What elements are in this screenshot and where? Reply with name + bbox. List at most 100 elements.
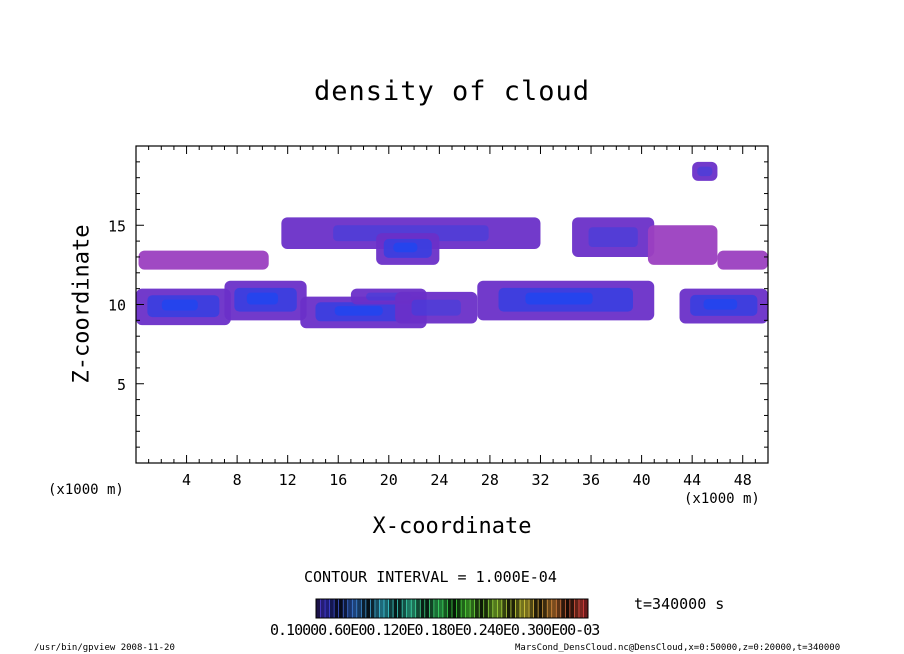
colorbar-cell	[574, 599, 580, 618]
colorbar-cell	[497, 599, 503, 618]
colorbar-cell	[352, 599, 358, 618]
colorbar-cell	[429, 599, 435, 618]
x-tick-label: 16	[329, 471, 347, 489]
x-tick-label: 8	[233, 471, 242, 489]
cloud-region	[717, 250, 768, 270]
colorbar-cell	[538, 599, 544, 618]
colorbar-cell	[343, 599, 349, 618]
colorbar-cell	[433, 599, 439, 618]
colorbar-cell	[379, 599, 385, 618]
colorbar-cell	[456, 599, 462, 618]
colorbar-labels: 0.10000.60E00.120E0.180E0.240E0.300E00-0…	[270, 621, 600, 639]
colorbar	[315, 598, 589, 619]
colorbar-cell	[515, 599, 521, 618]
x-tick-label: 40	[633, 471, 651, 489]
colorbar-cell	[560, 599, 566, 618]
colorbar-cell	[578, 599, 584, 618]
colorbar-cell	[388, 599, 394, 618]
colorbar-cell	[356, 599, 362, 618]
colorbar-cell	[501, 599, 507, 618]
colorbar-cell	[492, 599, 498, 618]
colorbar-cell	[569, 599, 575, 618]
colorbar-cell	[465, 599, 471, 618]
colorbar-cell	[533, 599, 539, 618]
cloud-region	[647, 225, 718, 265]
colorbar-cell	[411, 599, 417, 618]
colorbar-cell	[374, 599, 380, 618]
colorbar-cell	[406, 599, 412, 618]
cloud-core-inner	[161, 299, 198, 311]
cloud-core-inner	[703, 299, 738, 310]
colorbar-cell	[338, 599, 344, 618]
colorbar-cell	[529, 599, 535, 618]
colorbar-cell	[438, 599, 444, 618]
x-tick-label: 36	[582, 471, 600, 489]
cloud-core	[697, 166, 713, 177]
colorbar-cell	[361, 599, 367, 618]
y-tick-label: 10	[108, 297, 126, 315]
colorbar-cell	[420, 599, 426, 618]
colorbar-cell	[452, 599, 458, 618]
colorbar-cell	[556, 599, 562, 618]
colorbar-cell	[329, 599, 335, 618]
x-tick-label: 12	[279, 471, 297, 489]
colorbar-cell	[551, 599, 557, 618]
colorbar-cell	[397, 599, 403, 618]
cloud-region	[138, 250, 269, 270]
cloud-core	[588, 227, 638, 248]
x-tick-label: 48	[734, 471, 752, 489]
colorbar-cell	[461, 599, 467, 618]
x-tick-label: 28	[481, 471, 499, 489]
x-unit-right: (x1000 m)	[684, 491, 760, 507]
cloud-core-inner	[246, 292, 279, 305]
x-tick-label: 32	[531, 471, 549, 489]
colorbar-cell	[415, 599, 421, 618]
colorbar-cell	[470, 599, 476, 618]
time-label: t=340000 s	[634, 595, 725, 613]
colorbar-cell	[565, 599, 571, 618]
footer-right: MarsCond_DensCloud.nc@DensCloud,x=0:5000…	[515, 643, 841, 653]
colorbar-cell	[402, 599, 408, 618]
chart-title: density of cloud	[313, 76, 591, 107]
y-axis-label: Z-coordinate	[69, 224, 95, 384]
x-tick-label: 44	[683, 471, 701, 489]
colorbar-cell	[483, 599, 489, 618]
colorbar-cell	[384, 599, 390, 618]
contour-interval: CONTOUR INTERVAL = 1.000E-04	[304, 568, 557, 586]
colorbar-cell	[447, 599, 453, 618]
colorbar-cell	[542, 599, 548, 618]
colorbar-cell	[370, 599, 376, 618]
colorbar-cell	[325, 599, 331, 618]
x-unit-left: (x1000 m)	[48, 482, 124, 498]
cloud-core	[411, 299, 461, 316]
cloud-core-inner	[334, 306, 383, 316]
colorbar-cell	[316, 599, 322, 618]
x-tick-label: 4	[182, 471, 191, 489]
x-axis-label: X-coordinate	[372, 514, 532, 539]
cloud-core-inner	[393, 242, 418, 253]
colorbar-cell	[506, 599, 512, 618]
x-tick-label: 20	[380, 471, 398, 489]
colorbar-cell	[347, 599, 353, 618]
colorbar-cell	[320, 599, 326, 618]
colorbar-cell	[393, 599, 399, 618]
colorbar-frame	[315, 598, 589, 619]
y-tick-label: 5	[117, 376, 126, 394]
colorbar-cell	[520, 599, 526, 618]
cloud-field	[136, 161, 768, 329]
y-tick-label: 15	[108, 217, 126, 235]
cloud-core-inner	[525, 292, 593, 305]
colorbar-cell	[442, 599, 448, 618]
colorbar-cell	[334, 599, 340, 618]
colorbar-cell	[547, 599, 553, 618]
colorbar-cell	[424, 599, 430, 618]
x-tick-label: 24	[430, 471, 448, 489]
colorbar-cell	[510, 599, 516, 618]
footer-left: /usr/bin/gpview 2008-11-20	[34, 643, 175, 653]
colorbar-cell	[474, 599, 480, 618]
colorbar-cell	[524, 599, 530, 618]
colorbar-cell	[365, 599, 371, 618]
colorbar-cell	[583, 599, 589, 618]
